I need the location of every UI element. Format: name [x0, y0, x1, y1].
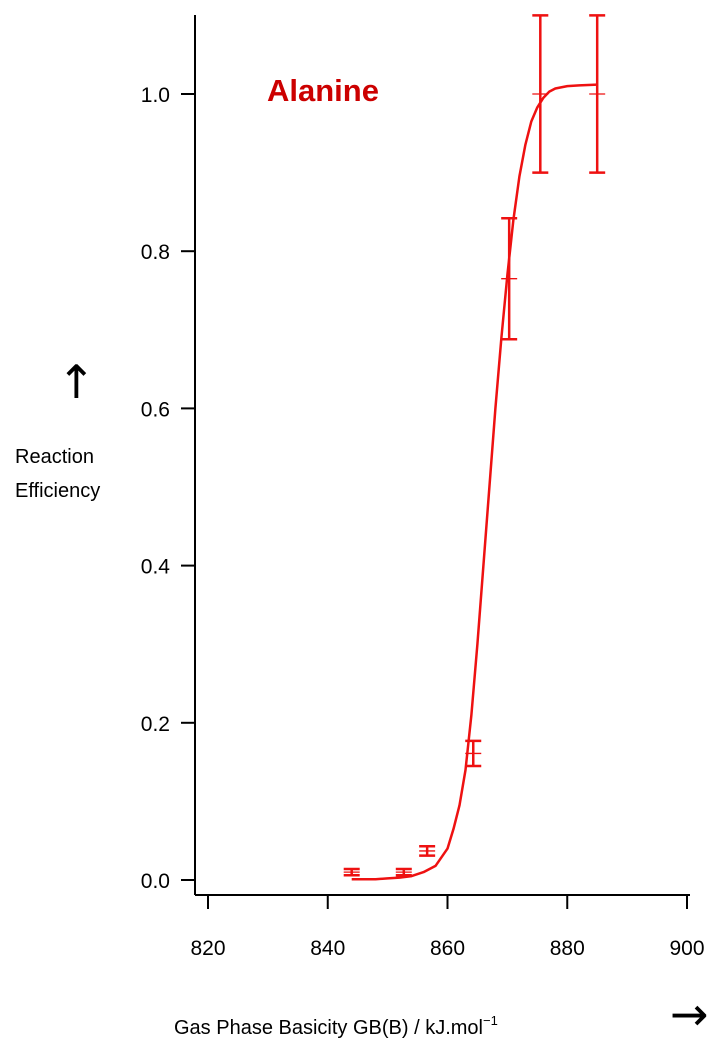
labels: Alanine ↑ Reaction Efficiency Gas Phase …: [15, 73, 709, 1041]
data-point: [501, 216, 518, 341]
y-tick-label: 0.2: [141, 713, 170, 736]
data-point: [419, 844, 436, 857]
x-axis-label-main: Gas Phase Basicity GB(B) / kJ.mol: [174, 1017, 483, 1039]
x-tick-label: 900: [669, 937, 704, 960]
data-point: [395, 867, 412, 877]
y-tick-label: 0.6: [141, 398, 170, 421]
x-tick-label: 860: [430, 937, 465, 960]
x-tick-label: 820: [190, 937, 225, 960]
data-point: [343, 867, 360, 877]
y-tick-label: 0.0: [141, 870, 170, 893]
x-tick-label: 880: [550, 937, 585, 960]
x-axis-label: Gas Phase Basicity GB(B) / kJ.mol−1: [174, 1013, 498, 1039]
y-axis-label-line-2: Efficiency: [15, 480, 100, 502]
chart-title: Alanine: [267, 73, 379, 108]
data-point: [465, 739, 482, 768]
axes: 820 840 860 880 900 0.0 0.2 0.4 0.6 0.8 1.0: [141, 15, 705, 960]
y-axis-arrow: ↑: [57, 355, 96, 409]
data-point: [532, 14, 549, 174]
x-axis-arrow: →: [670, 987, 709, 1041]
data-points-group: [343, 14, 606, 877]
y-tick-label: 0.8: [141, 241, 170, 264]
y-tick-label: 1.0: [141, 84, 170, 107]
y-tick-label: 0.4: [141, 556, 171, 579]
y-axis-label-line-1: Reaction: [15, 446, 94, 468]
x-tick-label: 840: [310, 937, 345, 960]
x-axis-label-superscript: −1: [483, 1013, 498, 1028]
data-point: [589, 14, 606, 174]
